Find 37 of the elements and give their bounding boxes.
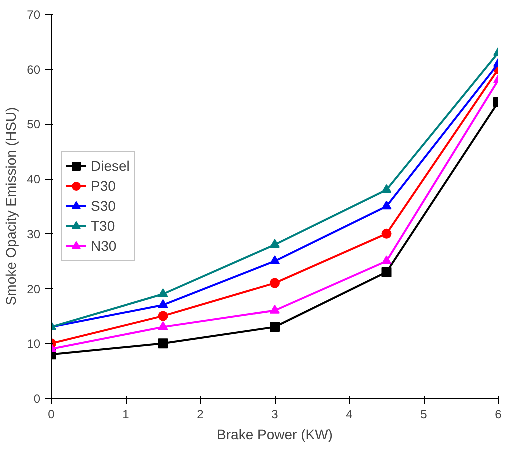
x-tick-label: 5 (420, 408, 428, 422)
point (382, 184, 392, 194)
point (158, 338, 168, 349)
point (270, 278, 280, 288)
x-tick-label: 1 (122, 408, 130, 422)
x-tick-label: 4 (346, 408, 354, 422)
point (158, 311, 168, 322)
x-tick-label: 0 (48, 408, 56, 422)
legend-label: N30 (91, 238, 117, 254)
x-tick-label: 3 (272, 408, 279, 422)
point (270, 305, 280, 314)
y-tick-label: 40 (27, 172, 41, 187)
y-tick-label: 10 (27, 337, 41, 352)
y-axis-title: Smoke Opacity Emission (HSU) (3, 107, 20, 306)
y-tick-label: 20 (27, 282, 41, 296)
legend-label: Diesel (91, 158, 130, 174)
point (270, 256, 280, 264)
point (270, 239, 280, 248)
y-tick-label: 70 (27, 8, 41, 22)
legend-label: P30 (91, 178, 116, 194)
point (158, 321, 168, 330)
x-axis-title: Brake Power (KW) (217, 426, 333, 442)
x-tick-label: 6 (495, 408, 502, 422)
x-tick-label: 2 (197, 408, 204, 422)
point (382, 200, 392, 210)
legend-label: S30 (91, 198, 116, 214)
y-tick-label: 50 (27, 118, 41, 132)
point (382, 256, 392, 264)
point (382, 228, 392, 239)
y-tick-label: 60 (27, 62, 41, 77)
y-tick-label: 0 (34, 392, 41, 406)
point (382, 267, 392, 278)
point (270, 322, 280, 332)
legend-label: T30 (91, 218, 116, 234)
y-tick-label: 30 (27, 227, 41, 242)
point (158, 288, 168, 298)
point (158, 300, 168, 308)
